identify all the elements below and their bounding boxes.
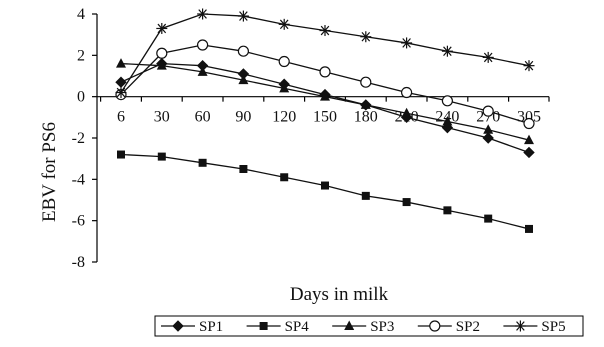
data-point-sp4 bbox=[280, 173, 289, 182]
data-point-sp5 bbox=[156, 22, 168, 34]
series-sp5 bbox=[115, 8, 535, 99]
x-tick-label: 6 bbox=[117, 109, 125, 126]
series-line-sp4 bbox=[120, 153, 530, 230]
data-point-sp1 bbox=[482, 132, 494, 144]
data-point-sp2 bbox=[156, 47, 168, 59]
legend-marker-sp1 bbox=[172, 320, 184, 332]
data-point-sp2 bbox=[319, 66, 331, 78]
data-point-sp1 bbox=[523, 146, 535, 159]
series-sp3 bbox=[116, 58, 534, 145]
legend: SP1 SP4 SP3 SP2 SP5 bbox=[154, 315, 584, 337]
data-point-sp3 bbox=[197, 66, 208, 76]
legend-label-sp4: SP4 bbox=[285, 319, 310, 335]
data-point-sp3 bbox=[360, 99, 371, 109]
legend-item-sp3: SP3 bbox=[332, 319, 394, 335]
data-point-sp5 bbox=[401, 37, 413, 49]
legend-marker-sp2 bbox=[429, 320, 441, 332]
data-point-sp2 bbox=[441, 95, 453, 107]
series-sp4 bbox=[117, 150, 533, 233]
legend-item-sp5: SP5 bbox=[503, 319, 566, 335]
data-point-sp4 bbox=[525, 224, 533, 233]
series-layer bbox=[115, 8, 535, 233]
data-point-sp1 bbox=[115, 76, 127, 88]
data-point-sp2 bbox=[523, 117, 535, 130]
y-tick-label: 4 bbox=[77, 6, 85, 23]
data-point-sp3 bbox=[483, 124, 494, 134]
data-point-sp2 bbox=[360, 76, 372, 88]
legend-box bbox=[154, 315, 584, 337]
data-point-sp5 bbox=[319, 25, 331, 37]
data-point-sp5 bbox=[482, 51, 494, 63]
data-point-sp3 bbox=[156, 60, 167, 70]
legend-item-sp4: SP4 bbox=[246, 319, 310, 335]
data-point-sp3 bbox=[401, 107, 412, 118]
legend-marker-sp3 bbox=[344, 320, 355, 330]
data-point-sp4 bbox=[443, 206, 452, 215]
data-point-sp3 bbox=[116, 58, 126, 68]
x-tick-label: 60 bbox=[195, 109, 211, 126]
y-tick-label: -6 bbox=[72, 213, 85, 230]
data-point-sp4 bbox=[198, 158, 207, 167]
legend-label-sp5: SP5 bbox=[541, 319, 565, 335]
data-point-sp5 bbox=[278, 18, 290, 30]
x-tick-label: 120 bbox=[272, 109, 296, 126]
data-point-sp4 bbox=[402, 198, 411, 207]
data-point-sp4 bbox=[157, 152, 166, 161]
data-point-sp4 bbox=[484, 214, 493, 223]
legend-label-sp1: SP1 bbox=[199, 319, 223, 335]
legend-marker-sp5 bbox=[514, 320, 526, 332]
data-point-sp3 bbox=[320, 91, 330, 101]
y-tick-label: -4 bbox=[72, 171, 85, 188]
data-point-sp2 bbox=[237, 45, 249, 57]
y-axis-title: EBV for PS6 bbox=[39, 122, 60, 222]
y-tick-label: -2 bbox=[72, 130, 85, 147]
data-point-sp4 bbox=[117, 150, 125, 159]
data-point-sp3 bbox=[524, 134, 534, 145]
data-point-sp5 bbox=[441, 45, 453, 57]
y-tick-label: 0 bbox=[77, 89, 85, 106]
x-tick-label: 90 bbox=[235, 109, 251, 126]
data-point-sp4 bbox=[321, 181, 329, 190]
legend-item-sp2: SP2 bbox=[417, 319, 480, 335]
data-point-sp5 bbox=[360, 31, 372, 43]
data-point-sp2 bbox=[197, 39, 209, 51]
data-point-sp3 bbox=[238, 74, 249, 85]
data-point-sp4 bbox=[361, 191, 370, 200]
y-tick-label: -8 bbox=[72, 254, 85, 271]
data-point-sp3 bbox=[442, 115, 453, 126]
series-sp2 bbox=[115, 39, 535, 130]
y-tick-label: 2 bbox=[77, 47, 85, 64]
x-tick-label: 30 bbox=[154, 109, 170, 126]
x-axis-title: Days in milk bbox=[290, 284, 389, 305]
data-point-sp2 bbox=[401, 86, 413, 99]
legend-item-sp1: SP1 bbox=[161, 319, 223, 335]
legend-marker-sp4 bbox=[259, 322, 268, 330]
data-point-sp2 bbox=[482, 105, 494, 117]
legend-label-sp3: SP3 bbox=[370, 319, 394, 335]
data-point-sp5 bbox=[197, 8, 209, 20]
data-point-sp5 bbox=[115, 87, 127, 99]
data-point-sp2 bbox=[278, 55, 290, 68]
x-tick-label: 150 bbox=[313, 109, 337, 126]
data-point-sp5 bbox=[237, 10, 249, 22]
tick-labels: 420-2-4-6-86306090120150180210240270305 bbox=[72, 6, 541, 271]
x-tick-label: 180 bbox=[354, 109, 378, 126]
data-point-sp3 bbox=[279, 82, 290, 93]
legend-label-sp2: SP2 bbox=[456, 319, 480, 335]
data-point-sp4 bbox=[239, 165, 248, 173]
data-point-sp5 bbox=[523, 60, 535, 72]
